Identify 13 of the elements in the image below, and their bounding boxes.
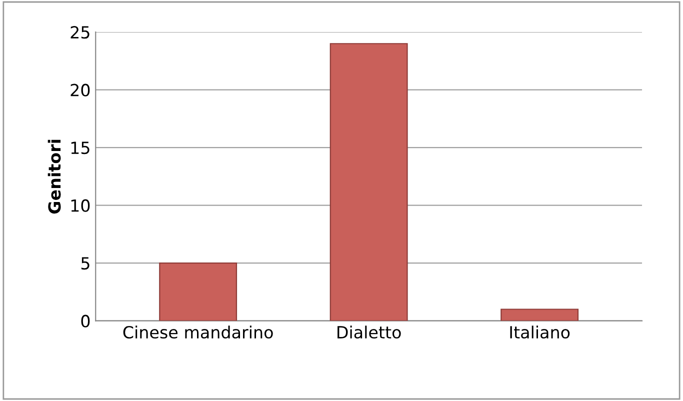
y-tick-label: 20 xyxy=(70,84,90,96)
y-axis-title: Genitori xyxy=(48,140,61,214)
y-tick-label: 10 xyxy=(71,199,90,212)
x-tick-label: Cinese mandarino xyxy=(123,326,273,339)
y-tick-label: 0 xyxy=(81,314,90,328)
bar xyxy=(159,262,238,321)
y-tick-label: 5 xyxy=(81,257,90,270)
x-tick-label: Dialetto xyxy=(338,326,401,339)
bar xyxy=(330,43,408,321)
bar xyxy=(500,308,579,321)
y-tick-label: 25 xyxy=(70,26,90,39)
y-tick-label: 15 xyxy=(71,142,90,154)
x-tick-label: Italiano xyxy=(510,326,570,339)
